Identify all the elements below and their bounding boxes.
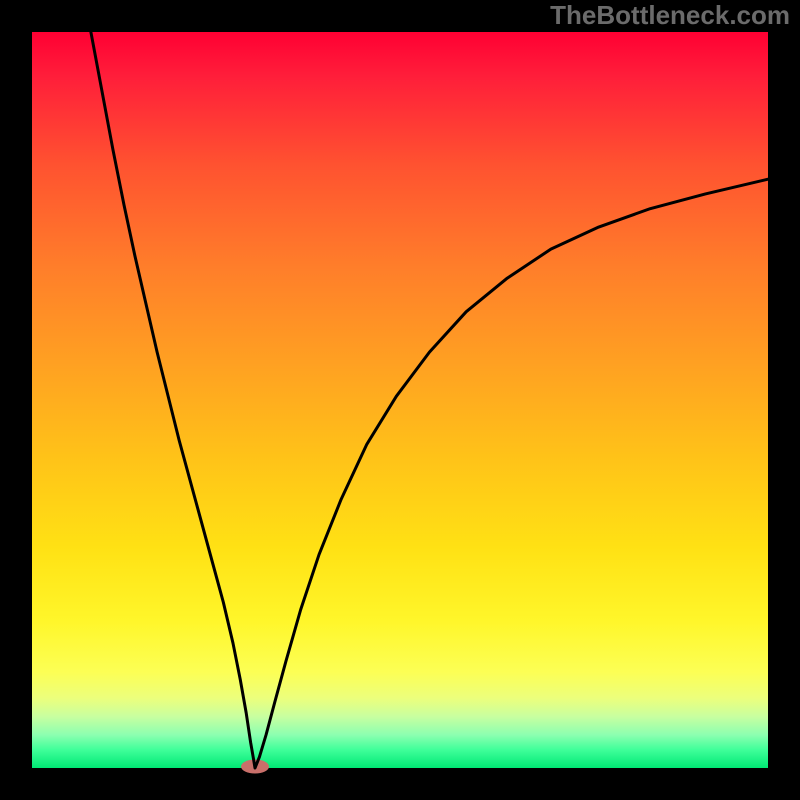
plot-area xyxy=(32,32,768,768)
watermark-text: TheBottleneck.com xyxy=(550,0,790,30)
bottleneck-chart: TheBottleneck.com xyxy=(0,0,800,800)
